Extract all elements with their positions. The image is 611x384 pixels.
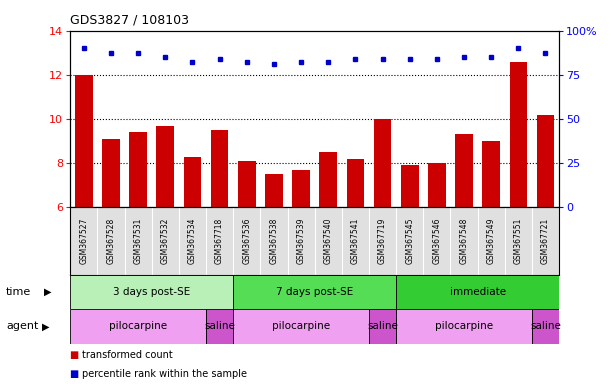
Text: agent: agent (6, 321, 38, 331)
Text: ▶: ▶ (44, 287, 51, 297)
Text: pilocarpine: pilocarpine (272, 321, 330, 331)
Bar (102, 139, 120, 207)
Text: GSM367532: GSM367532 (161, 218, 170, 264)
Text: pilocarpine: pilocarpine (435, 321, 493, 331)
Bar (238, 161, 255, 207)
Bar (346, 159, 364, 207)
Text: GSM367548: GSM367548 (459, 218, 469, 264)
Bar (130, 132, 147, 207)
Bar (396, 275, 559, 309)
Text: 3 days post-SE: 3 days post-SE (113, 287, 191, 297)
Bar (482, 141, 500, 207)
Bar (292, 170, 310, 207)
Text: immediate: immediate (450, 287, 506, 297)
Text: time: time (6, 287, 31, 297)
Text: GSM367545: GSM367545 (405, 218, 414, 264)
Text: GSM367718: GSM367718 (215, 218, 224, 264)
Bar (536, 115, 554, 207)
Bar (532, 309, 559, 344)
Text: GSM367534: GSM367534 (188, 218, 197, 264)
Text: saline: saline (204, 321, 235, 331)
Bar (374, 119, 392, 207)
Text: saline: saline (367, 321, 398, 331)
Bar (75, 75, 93, 207)
Bar (455, 134, 473, 207)
Bar (369, 309, 396, 344)
Text: GSM367549: GSM367549 (487, 218, 496, 264)
Bar (206, 309, 233, 344)
Bar (211, 130, 229, 207)
Text: GDS3827 / 108103: GDS3827 / 108103 (70, 13, 189, 26)
Bar (184, 157, 201, 207)
Text: GSM367527: GSM367527 (79, 218, 89, 264)
Text: GSM367719: GSM367719 (378, 218, 387, 264)
Text: ▶: ▶ (42, 321, 49, 331)
Text: percentile rank within the sample: percentile rank within the sample (82, 369, 247, 379)
Text: GSM367551: GSM367551 (514, 218, 523, 264)
Text: GSM367546: GSM367546 (433, 218, 441, 264)
Text: GSM367528: GSM367528 (106, 218, 115, 264)
Text: pilocarpine: pilocarpine (109, 321, 167, 331)
Bar (320, 152, 337, 207)
Bar (70, 275, 233, 309)
Text: 7 days post-SE: 7 days post-SE (276, 287, 353, 297)
Bar (233, 309, 369, 344)
Bar (428, 163, 445, 207)
Text: GSM367721: GSM367721 (541, 218, 550, 264)
Text: GSM367540: GSM367540 (324, 218, 333, 264)
Text: ■: ■ (70, 350, 82, 360)
Text: saline: saline (530, 321, 561, 331)
Text: GSM367531: GSM367531 (134, 218, 142, 264)
Text: GSM367541: GSM367541 (351, 218, 360, 264)
Text: transformed count: transformed count (82, 350, 174, 360)
Bar (156, 126, 174, 207)
Text: GSM367536: GSM367536 (243, 218, 251, 264)
Bar (70, 309, 206, 344)
Bar (510, 61, 527, 207)
Bar (401, 166, 419, 207)
Bar (265, 174, 283, 207)
Text: GSM367538: GSM367538 (269, 218, 279, 264)
Text: ■: ■ (70, 369, 82, 379)
Bar (233, 275, 396, 309)
Text: GSM367539: GSM367539 (296, 218, 306, 264)
Bar (396, 309, 532, 344)
